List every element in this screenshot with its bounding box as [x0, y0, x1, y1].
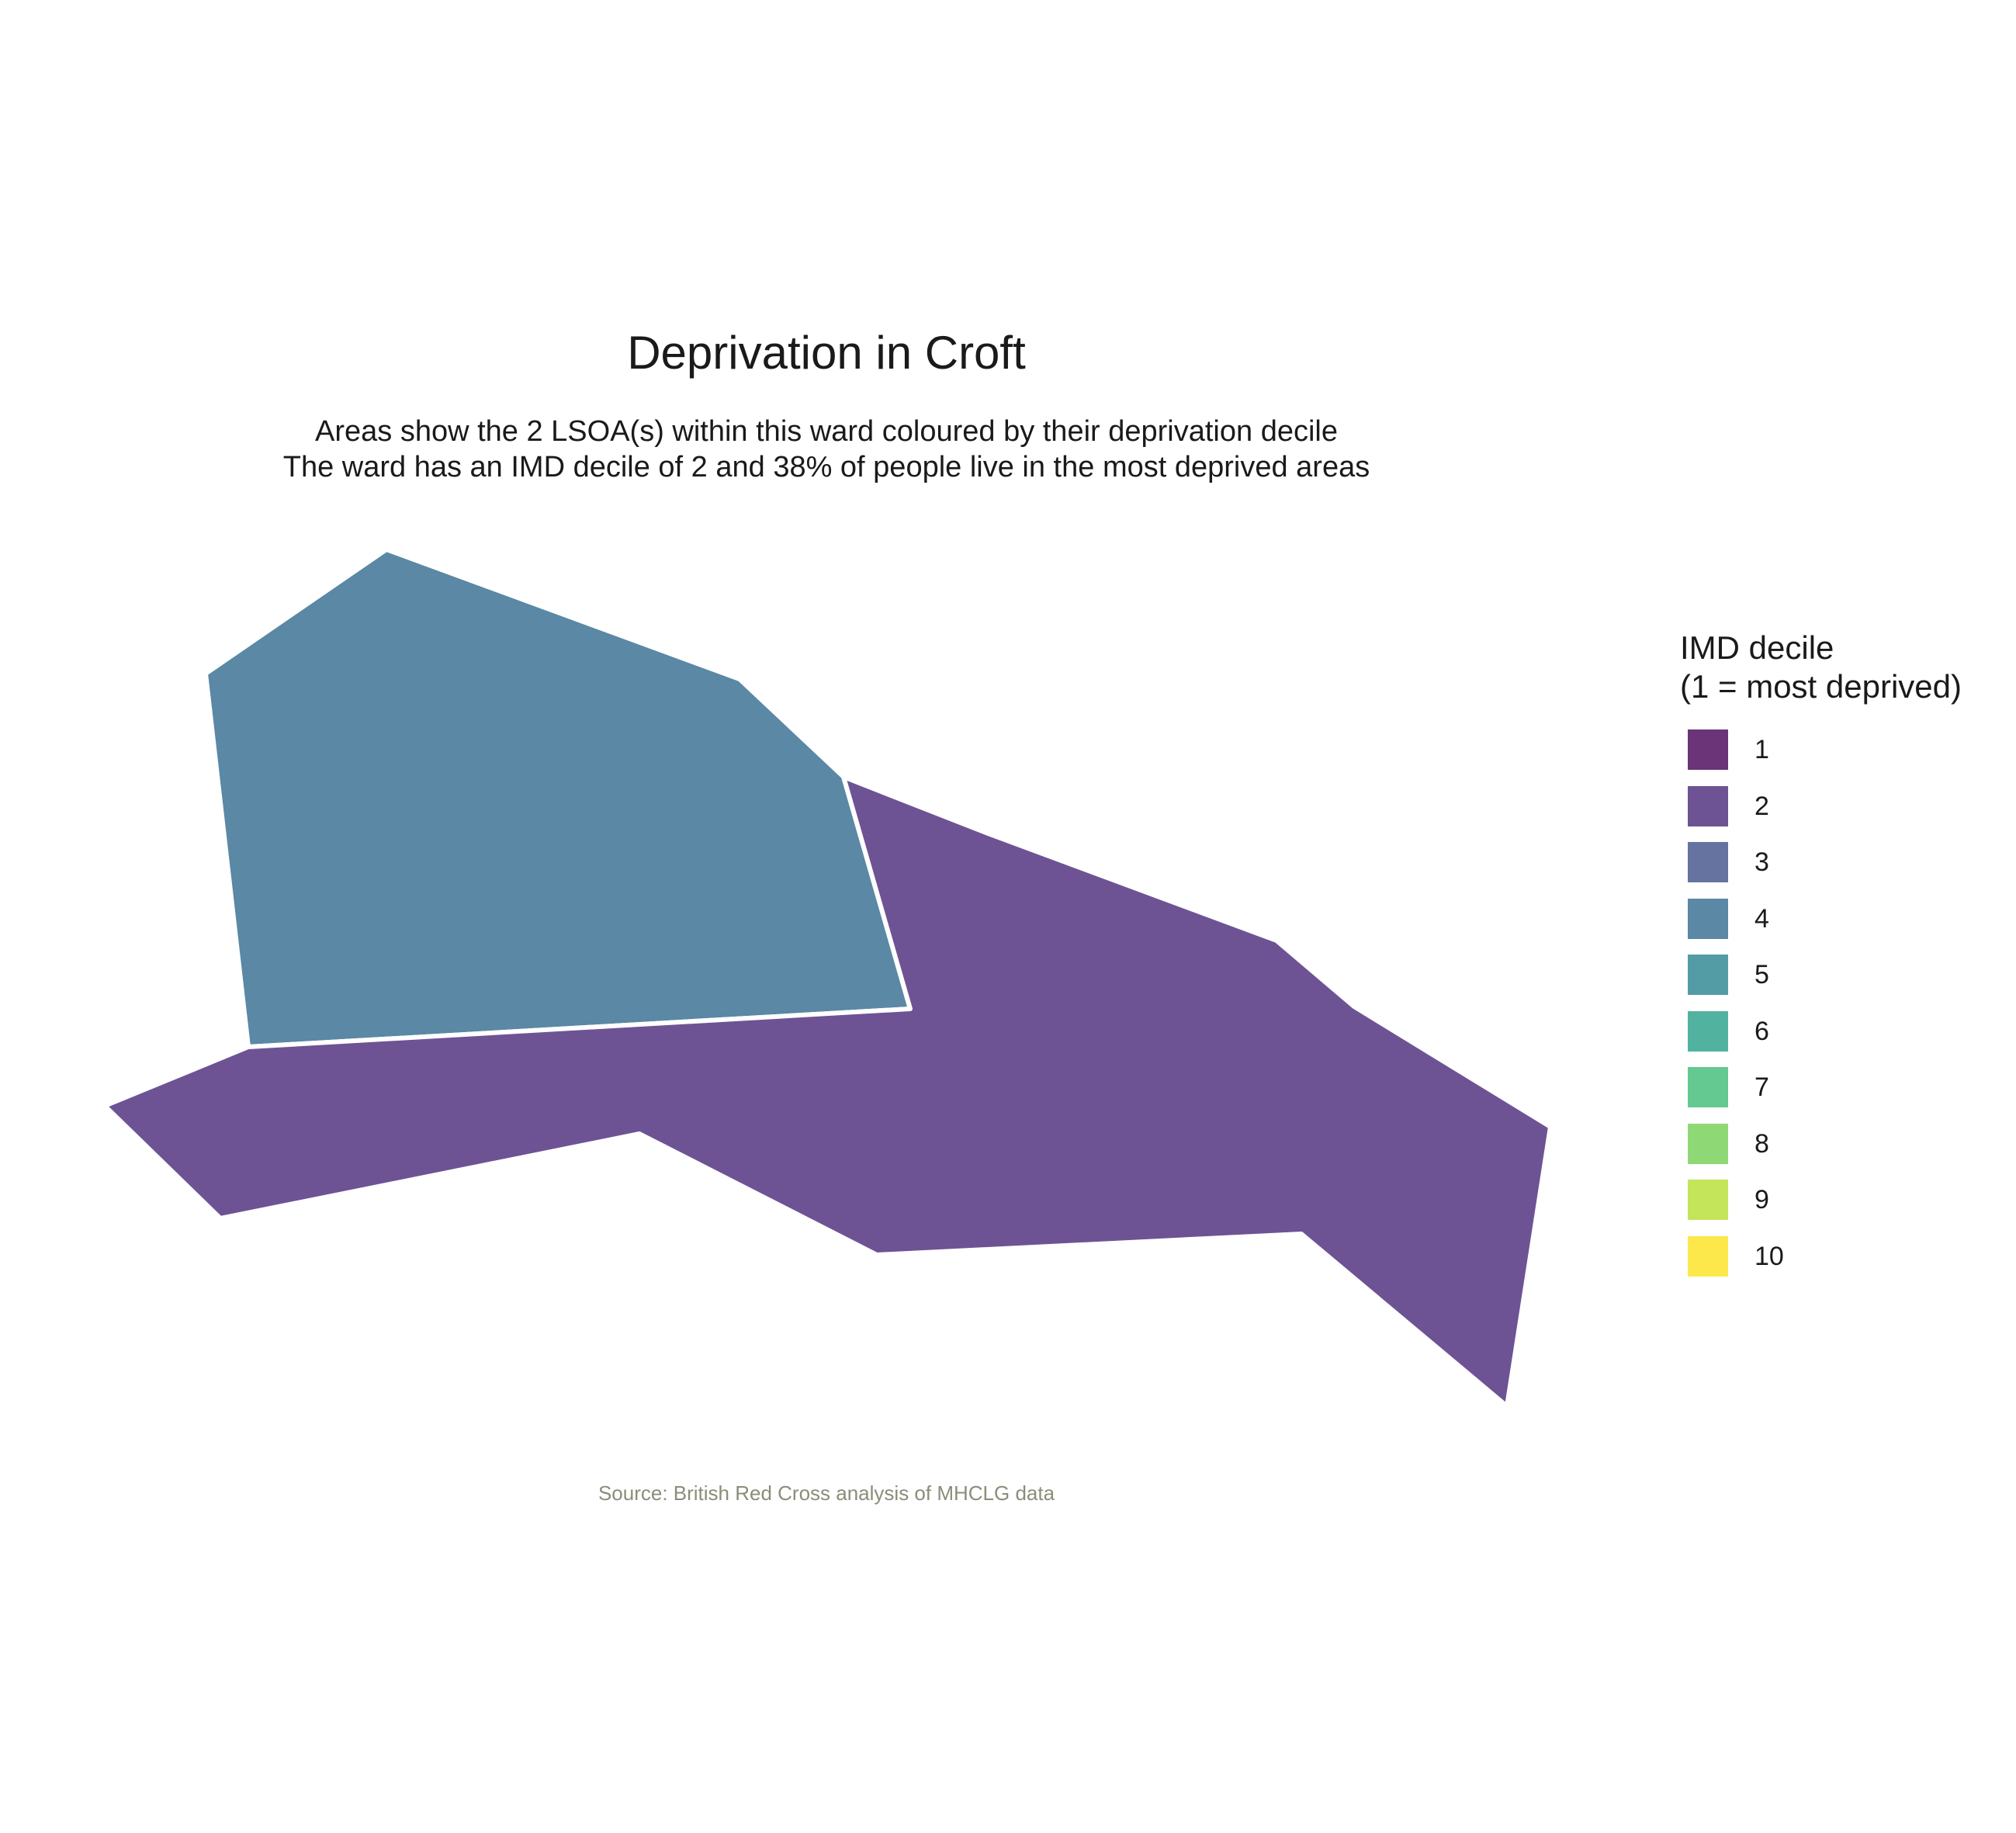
legend-label: 2 — [1754, 791, 1769, 821]
legend-swatch — [1688, 1010, 1728, 1052]
map-subtitle-line-2: The ward has an IMD decile of 2 and 38% … — [282, 451, 1370, 483]
legend-item-9: 9 — [1688, 1180, 1962, 1236]
legend-item-1: 1 — [1688, 729, 1962, 786]
legend-swatch — [1688, 785, 1728, 826]
legend-label: 4 — [1754, 903, 1769, 934]
legend-label: 6 — [1754, 1016, 1769, 1046]
legend-item-7: 7 — [1688, 1067, 1962, 1124]
legend-item-4: 4 — [1688, 898, 1962, 955]
legend-swatch — [1688, 1235, 1728, 1277]
legend-swatch — [1688, 898, 1728, 939]
legend-swatch — [1688, 842, 1728, 882]
legend-item-2: 2 — [1688, 785, 1962, 843]
legend-items: 1 2 3 4 5 6 7 — [1688, 729, 1962, 1292]
legend-label: 9 — [1754, 1185, 1769, 1214]
legend-label: 3 — [1754, 847, 1769, 877]
lsoa-area-decile-2 — [102, 774, 1553, 1409]
legend-title-line-2: (1 = most deprived) — [1680, 668, 1962, 705]
legend-swatch — [1688, 1067, 1728, 1107]
legend-swatch — [1688, 955, 1728, 995]
legend-label: 1 — [1754, 735, 1769, 764]
legend-swatch — [1688, 1180, 1728, 1220]
legend-label: 8 — [1754, 1128, 1769, 1159]
legend-item-10: 10 — [1688, 1235, 1962, 1293]
legend-item-6: 6 — [1688, 1010, 1962, 1068]
map-title: Deprivation in Croft — [627, 327, 1026, 379]
legend-item-3: 3 — [1688, 842, 1962, 899]
legend-swatch — [1688, 729, 1728, 770]
legend: IMD decile (1 = most deprived) 1 2 3 4 5 — [1680, 629, 1962, 1292]
legend-label: 10 — [1754, 1241, 1784, 1271]
legend-label: 5 — [1754, 960, 1769, 989]
map-subtitle-line-1: Areas show the 2 LSOA(s) within this war… — [315, 415, 1338, 448]
source-caption: Source: British Red Cross analysis of MH… — [598, 1481, 1055, 1505]
legend-item-8: 8 — [1688, 1123, 1962, 1180]
legend-title-line-1: IMD decile — [1680, 629, 1834, 666]
legend-item-5: 5 — [1688, 955, 1962, 1011]
legend-label: 7 — [1754, 1072, 1769, 1102]
lsoa-area-decile-4 — [203, 547, 913, 1049]
legend-swatch — [1688, 1123, 1728, 1164]
